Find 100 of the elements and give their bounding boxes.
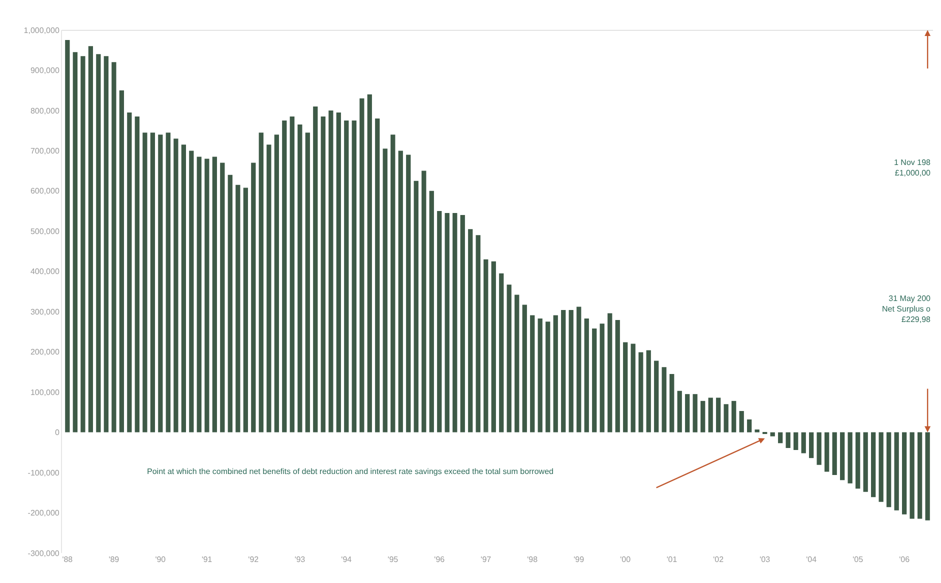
bar: [484, 259, 488, 432]
bar: [809, 432, 814, 458]
bar: [274, 134, 279, 432]
bar: [72, 52, 78, 432]
x-tick-label: '88: [62, 555, 74, 564]
bar: [816, 432, 822, 465]
bar: [204, 158, 210, 432]
bar: [840, 432, 845, 480]
bar: [437, 211, 442, 432]
bar: [305, 132, 310, 432]
x-tick-label: '91: [202, 555, 213, 564]
bar: [514, 294, 520, 432]
x-tick-label: '03: [760, 555, 771, 564]
bar: [863, 432, 868, 492]
bar: [886, 432, 892, 508]
y-tick-label: 400,000: [30, 267, 60, 276]
bar: [778, 432, 783, 444]
x-tick-label: '95: [388, 555, 399, 564]
bar: [894, 432, 899, 510]
bar: [608, 313, 612, 432]
y-tick-label: 0: [54, 428, 60, 438]
bar: [142, 132, 148, 432]
x-tick-label: '00: [620, 555, 632, 564]
y-tick-label: 900,000: [30, 66, 60, 76]
bar: [677, 390, 682, 432]
x-tick-label: '98: [527, 555, 538, 564]
bar: [65, 40, 70, 432]
bar: [414, 180, 418, 432]
bar: [444, 213, 450, 432]
x-tick-label: '90: [155, 555, 166, 564]
bar: [352, 120, 356, 432]
bar: [770, 432, 775, 436]
bar: [390, 134, 396, 432]
bar: [429, 190, 434, 432]
x-tick-label: '05: [852, 555, 864, 564]
x-tick-label: '93: [294, 555, 306, 564]
y-tick-label: 200,000: [30, 348, 60, 357]
bar: [134, 116, 140, 432]
bar: [670, 374, 674, 432]
bar: [360, 98, 364, 432]
bar: [910, 432, 914, 519]
bar: [313, 106, 318, 432]
x-tick-label: '01: [666, 555, 678, 564]
bar: [878, 432, 884, 502]
bar: [646, 350, 651, 432]
bar: [320, 116, 326, 432]
bar: [576, 306, 582, 432]
y-tick-label: 700,000: [30, 146, 60, 156]
bar: [104, 56, 108, 432]
bar: [708, 398, 713, 432]
y-tick-label: 800,000: [30, 106, 60, 116]
y-tick-label: 600,000: [30, 186, 60, 196]
bar: [127, 112, 132, 432]
bar: [700, 400, 706, 432]
x-tick-label: '92: [248, 555, 260, 564]
bar: [476, 235, 480, 432]
y-tick-label: -300,000: [28, 548, 60, 558]
bar: [786, 432, 790, 448]
bar: [902, 432, 907, 514]
bar: [630, 344, 636, 432]
bar: [468, 229, 473, 432]
y-tick-label: 100,000: [30, 388, 60, 397]
annotation: 1 Nov 198 £1,000,00: [894, 158, 932, 178]
bar: [96, 54, 101, 432]
bar: [298, 124, 302, 432]
bar: [530, 315, 535, 432]
bar: [600, 324, 604, 432]
bar: [832, 432, 837, 475]
bar: [584, 318, 589, 432]
bar: [375, 118, 380, 432]
x-tick-label: '96: [434, 555, 446, 564]
bar: [212, 156, 217, 432]
bar: [251, 162, 256, 432]
y-tick-label: -100,000: [28, 468, 60, 478]
x-tick-label: '06: [899, 555, 910, 564]
bar: [382, 148, 388, 432]
bar: [871, 432, 876, 498]
bar: [344, 120, 349, 432]
bar: [568, 310, 574, 432]
bar: [801, 432, 806, 454]
x-tick-label: '02: [713, 555, 724, 564]
bar: [112, 62, 116, 432]
bar: [220, 162, 225, 432]
bar: [538, 318, 542, 432]
bar: [166, 132, 170, 432]
bar: [615, 320, 620, 432]
bar: [491, 261, 496, 432]
y-tick-label: 500,000: [30, 226, 60, 236]
y-tick-label: -200,000: [28, 508, 60, 518]
bar: [546, 322, 550, 432]
bar: [236, 184, 240, 432]
bar: [716, 398, 721, 432]
bar: [181, 144, 186, 432]
y-tick-label: 300,000: [30, 307, 60, 316]
bar: [724, 404, 728, 432]
bar: [228, 174, 232, 432]
bar: [158, 134, 163, 432]
x-tick-label: '94: [341, 555, 352, 564]
bar: [848, 432, 852, 484]
annotation: 31 May 200 Net Surplus o £229,98: [882, 294, 932, 324]
